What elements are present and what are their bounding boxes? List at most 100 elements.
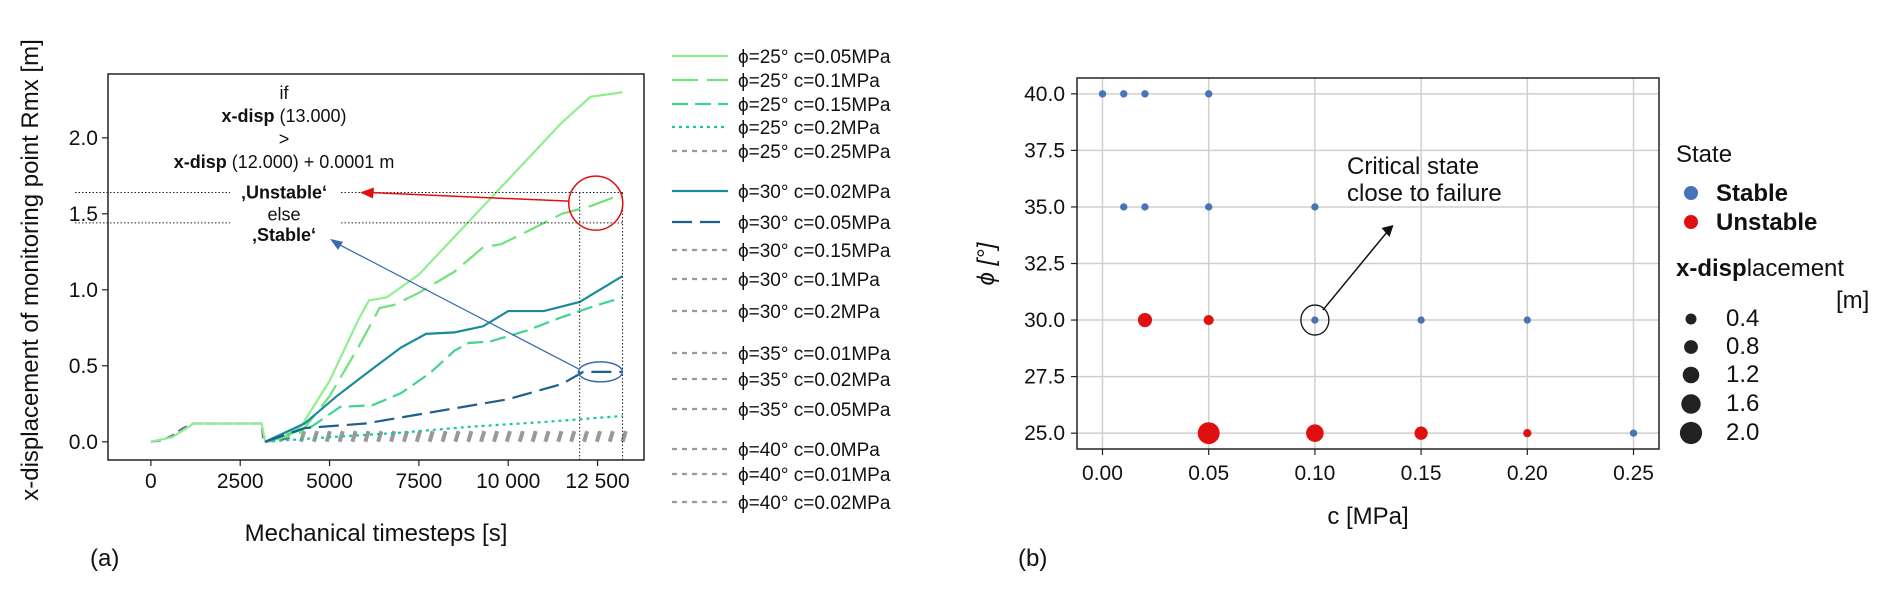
chart-a-series-line-6 bbox=[264, 370, 623, 443]
chart-a-legend-label-0: ϕ=25° c=0.05MPa bbox=[738, 47, 891, 68]
chart-a-stable-cluster-mark bbox=[414, 430, 422, 443]
chart-b-point bbox=[1306, 424, 1324, 442]
chart-b-point bbox=[1629, 429, 1638, 437]
chart-b-legend-size-label-2: 1.2 bbox=[1726, 361, 1759, 388]
panel-label-a: (a) bbox=[90, 545, 119, 572]
chart-b-point bbox=[1120, 90, 1128, 98]
chart-b-point bbox=[1137, 312, 1153, 328]
chart-b-legend-size-unit: [m] bbox=[1836, 287, 1869, 314]
chart-a-xtick-label: 2500 bbox=[217, 470, 264, 493]
chart-b-point bbox=[1141, 203, 1149, 211]
chart-a-series-line-1 bbox=[264, 193, 623, 443]
chart-b-point bbox=[1311, 316, 1319, 324]
chart-a-stable-cluster-mark bbox=[594, 430, 602, 443]
chart-a-legend-label-11: ϕ=35° c=0.02MPa bbox=[738, 370, 891, 391]
chart-a-unstable-circle bbox=[568, 175, 624, 231]
chart-b-legend-size-label-0: 0.4 bbox=[1726, 305, 1759, 332]
chart-a-legend-label-9: ϕ=30° c=0.2MPa bbox=[738, 302, 880, 323]
chart-b-point bbox=[1311, 203, 1319, 211]
chart-b-xtick-label: 0.25 bbox=[1613, 462, 1654, 485]
chart-a-ytick-label: 2.0 bbox=[69, 127, 98, 150]
chart-b-legend-size-marker-1 bbox=[1684, 340, 1698, 354]
chart-a-ytick-label: 1.0 bbox=[69, 279, 98, 302]
chart-a-xtick-label: 7500 bbox=[396, 470, 443, 493]
chart-a-stable-cluster-mark bbox=[517, 430, 525, 443]
chart-a-stable-cluster-mark bbox=[453, 430, 461, 443]
chart-a-stable-cluster-mark bbox=[556, 430, 564, 443]
chart-b-annotation-line2: close to failure bbox=[1347, 180, 1502, 207]
chart-b-xtick-label: 0.15 bbox=[1401, 462, 1442, 485]
chart-b-point bbox=[1523, 429, 1532, 438]
chart-a-stable-cluster-mark bbox=[466, 430, 474, 443]
chart-a-stable-cluster-mark bbox=[543, 430, 551, 443]
panel-label-b: (b) bbox=[1018, 545, 1047, 572]
chart-b-critical-arrowhead bbox=[1381, 225, 1394, 238]
chart-b-ytick-label: 30.0 bbox=[1024, 309, 1065, 332]
chart-a-stable-cluster-mark bbox=[363, 430, 371, 443]
chart-a-frame bbox=[107, 73, 645, 461]
chart-a-stable-ellipse bbox=[577, 361, 624, 383]
chart-a-legend-label-14: ϕ=40° c=0.01MPa bbox=[738, 465, 891, 486]
chart-a-unstable-arrowhead bbox=[360, 187, 374, 199]
chart-a-legend-label-15: ϕ=40° c=0.02MPa bbox=[738, 493, 891, 514]
chart-a-xtick-label: 5000 bbox=[306, 470, 353, 493]
chart-a-annotation-if: if bbox=[280, 83, 290, 103]
chart-a-annotation-mask-top bbox=[130, 84, 380, 190]
chart-b-point bbox=[1204, 203, 1213, 211]
chart-b-critical-circle bbox=[1300, 304, 1330, 336]
chart-b-legend-stable-label: Stable bbox=[1716, 180, 1788, 207]
chart-a-stable-cluster-mark bbox=[479, 430, 487, 443]
chart-b-point bbox=[1414, 426, 1428, 440]
chart-b-xtick-label: 0.05 bbox=[1188, 462, 1229, 485]
chart-a-annotation-unstable: ‚Unstable‘ bbox=[241, 183, 327, 203]
chart-b-point bbox=[1120, 203, 1128, 211]
chart-a-ytick-label: 1.5 bbox=[69, 203, 98, 226]
chart-a-legend-label-4: ϕ=25° c=0.25MPa bbox=[738, 142, 891, 163]
chart-b-point bbox=[1197, 422, 1220, 445]
chart-a-ylabel: x-displacement of monitoring point Rmx [… bbox=[17, 39, 44, 501]
chart-b-legend-state-title: State bbox=[1676, 141, 1732, 168]
chart-b-point bbox=[1098, 90, 1107, 98]
chart-a-legend-label-3: ϕ=25° c=0.2MPa bbox=[738, 118, 880, 139]
chart-b-point bbox=[1141, 90, 1149, 98]
chart-b-critical-arrow-line bbox=[1322, 228, 1391, 311]
chart-a-series-line-0 bbox=[150, 91, 623, 444]
chart-a-stable-cluster-mark bbox=[492, 430, 500, 443]
chart-b-legend-size-title: x-displacement bbox=[1676, 255, 1844, 282]
chart-a-series-line-2 bbox=[264, 296, 623, 443]
chart-a-stable-cluster-mark bbox=[607, 430, 615, 443]
chart-b-ytick-label: 27.5 bbox=[1024, 366, 1065, 389]
chart-a-annotation-condition-1: x-disp (13.000) bbox=[221, 106, 346, 126]
chart-a-annotation-stable: ‚Stable‘ bbox=[252, 225, 316, 245]
chart-b-legend-size-label-3: 1.6 bbox=[1726, 390, 1759, 417]
chart-b-legend-stable-marker bbox=[1684, 186, 1698, 200]
chart-a-legend-label-2: ϕ=25° c=0.15MPa bbox=[738, 95, 891, 116]
chart-a-xlabel: Mechanical timesteps [s] bbox=[245, 520, 508, 547]
chart-b-point bbox=[1203, 314, 1214, 326]
chart-b-xtick-label: 0.20 bbox=[1507, 462, 1548, 485]
chart-a-xtick-label: 0 bbox=[145, 470, 157, 493]
chart-b-xtick-label: 0.10 bbox=[1294, 462, 1335, 485]
chart-a-xtick-label: 10 000 bbox=[476, 470, 540, 493]
chart-b-legend-unstable-label: Unstable bbox=[1716, 209, 1817, 236]
chart-a-stable-cluster-mark bbox=[504, 430, 512, 443]
chart-a-annotation-else: else bbox=[267, 205, 300, 225]
chart-a-legend-label-5: ϕ=30° c=0.02MPa bbox=[738, 182, 891, 203]
chart-b-legend-size-marker-4 bbox=[1679, 421, 1703, 445]
chart-b-legend-size-marker-3 bbox=[1681, 394, 1701, 414]
chart-b-ytick-label: 35.0 bbox=[1024, 196, 1065, 219]
chart-a-legend-label-8: ϕ=30° c=0.1MPa bbox=[738, 270, 880, 291]
chart-a-stable-arrowhead bbox=[330, 238, 343, 250]
chart-a-legend-label-6: ϕ=30° c=0.05MPa bbox=[738, 213, 891, 234]
chart-a-annotation-condition-2: x-disp (12.000) + 0.0001 m bbox=[174, 152, 395, 172]
chart-b-legend-size-marker-2 bbox=[1682, 366, 1700, 384]
chart-a-stable-cluster-mark bbox=[427, 430, 435, 443]
chart-b-ytick-label: 40.0 bbox=[1024, 83, 1065, 106]
chart-a-stable-cluster-mark bbox=[440, 430, 448, 443]
chart-a-stable-cluster-mark bbox=[569, 430, 577, 443]
chart-b-point bbox=[1417, 316, 1425, 324]
chart-b-point bbox=[1204, 90, 1213, 98]
chart-a-stable-cluster-mark bbox=[337, 430, 345, 443]
